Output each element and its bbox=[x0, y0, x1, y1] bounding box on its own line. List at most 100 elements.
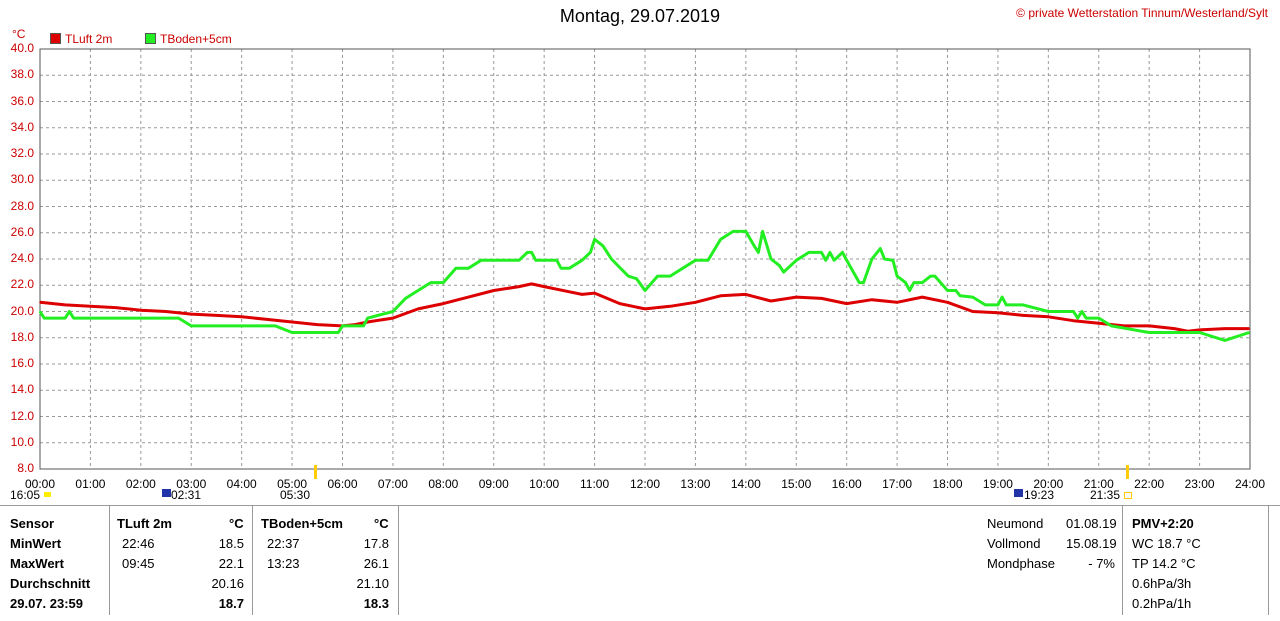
stats-cell: 17.8 bbox=[363, 536, 389, 551]
data-point-tluft bbox=[1047, 315, 1050, 318]
data-point-tboden bbox=[543, 259, 545, 262]
data-point-tboden bbox=[1076, 317, 1079, 319]
x-tick-label: 09:00 bbox=[478, 477, 509, 491]
x-tick-label: 05:00 bbox=[277, 477, 308, 491]
data-point-tboden bbox=[879, 247, 882, 250]
data-point-tluft bbox=[1022, 314, 1024, 317]
data-point-tboden bbox=[682, 267, 684, 269]
legend-label-luft: TLuft 2m bbox=[65, 32, 113, 46]
data-point-tboden bbox=[177, 317, 180, 319]
stats-header-sensor: Sensor bbox=[10, 516, 55, 531]
stats-cell: 18.5 bbox=[218, 536, 244, 551]
pmv-value: PMV+2:20 bbox=[1132, 516, 1194, 531]
data-point-tboden bbox=[534, 259, 537, 262]
data-point-tluft bbox=[896, 301, 898, 304]
x-tick-label: 06:00 bbox=[327, 477, 358, 491]
y-tick-label: 36.0 bbox=[10, 93, 34, 108]
y-tick-label: 8.0 bbox=[17, 461, 34, 475]
stats-cell: 22:46 bbox=[122, 536, 155, 551]
data-point-tboden bbox=[589, 251, 592, 254]
y-tick-label: 22.0 bbox=[10, 277, 34, 292]
data-point-tluft bbox=[845, 302, 848, 305]
data-point-tboden bbox=[984, 304, 987, 306]
data-point-tboden bbox=[871, 258, 873, 260]
data-point-tboden bbox=[190, 325, 193, 327]
data-point-tboden bbox=[555, 259, 558, 262]
data-point-tluft bbox=[1198, 329, 1201, 331]
data-point-tboden bbox=[89, 317, 92, 319]
data-point-tboden bbox=[782, 271, 785, 273]
x-tick-label: 00:00 bbox=[24, 477, 56, 491]
data-point-tluft bbox=[1097, 322, 1100, 325]
data-point-tluft bbox=[719, 294, 722, 297]
sunset-marker-icon bbox=[1126, 465, 1129, 479]
data-point-tboden bbox=[593, 238, 596, 241]
pressure-trend-1h: 0.2hPa/1h bbox=[1132, 596, 1192, 611]
data-point-tboden bbox=[467, 267, 470, 269]
data-point-tluft bbox=[946, 301, 949, 304]
data-point-tluft bbox=[795, 296, 798, 298]
data-point-tluft bbox=[618, 302, 621, 305]
data-point-tboden bbox=[1085, 317, 1087, 319]
data-point-tboden bbox=[43, 317, 46, 319]
data-point-tluft bbox=[1148, 325, 1150, 327]
x-tick-label: 13:00 bbox=[680, 477, 711, 491]
x-tick-label: 16:00 bbox=[831, 477, 862, 491]
dewpoint-value: TP 14.2 °C bbox=[1132, 556, 1196, 571]
data-point-tboden bbox=[997, 304, 999, 306]
data-point-tboden bbox=[955, 289, 957, 292]
data-point-tboden bbox=[1223, 339, 1226, 342]
x-tick-label: 04:00 bbox=[226, 477, 257, 491]
y-tick-label: 14.0 bbox=[10, 382, 34, 397]
y-axis-unit: °C bbox=[12, 27, 26, 41]
data-point-tboden bbox=[719, 238, 722, 241]
data-point-tluft bbox=[89, 305, 92, 308]
stats-cell: 26.1 bbox=[363, 556, 389, 571]
data-point-tboden bbox=[1001, 296, 1003, 298]
sun-marker-icon bbox=[44, 492, 51, 497]
event-time-3: 05:30 bbox=[280, 488, 311, 502]
table-top-border bbox=[0, 505, 1280, 506]
x-tick-label: 15:00 bbox=[781, 477, 812, 491]
data-point-tluft bbox=[1072, 319, 1075, 322]
stats-cell: 20.16 bbox=[211, 576, 244, 591]
data-point-tluft bbox=[921, 296, 924, 298]
data-point-tluft bbox=[770, 300, 772, 302]
data-point-tboden bbox=[480, 259, 482, 262]
data-point-tluft bbox=[442, 302, 445, 305]
chart-title: Montag, 29.07.2019 bbox=[559, 6, 721, 26]
moonset-icon bbox=[1014, 489, 1023, 497]
data-point-tboden bbox=[64, 317, 67, 319]
stats-cell: 18.3 bbox=[363, 596, 389, 611]
data-point-tluft bbox=[1123, 325, 1125, 327]
data-point-tboden bbox=[770, 258, 772, 260]
x-tick-label: 10:00 bbox=[529, 477, 560, 491]
y-tick-label: 18.0 bbox=[10, 329, 34, 344]
data-point-tboden bbox=[291, 331, 293, 334]
data-point-tboden bbox=[707, 259, 709, 262]
data-point-tboden bbox=[757, 251, 760, 254]
data-point-tboden bbox=[845, 259, 848, 262]
x-tick-label: 14:00 bbox=[730, 477, 761, 491]
data-point-tboden bbox=[1022, 304, 1024, 306]
data-point-tboden bbox=[778, 264, 781, 267]
x-tick-label: 12:00 bbox=[629, 477, 661, 491]
data-point-tboden bbox=[946, 289, 949, 292]
data-point-tluft bbox=[669, 305, 672, 308]
data-point-tluft bbox=[392, 317, 394, 319]
data-point-tluft bbox=[871, 298, 873, 301]
x-tick-label: 22:00 bbox=[1134, 477, 1165, 491]
y-tick-label: 26.0 bbox=[10, 224, 34, 239]
windchill-value: WC 18.7 °C bbox=[1132, 536, 1201, 551]
stats-header-unit-luft: °C bbox=[229, 516, 244, 531]
x-tick-label: 19:00 bbox=[982, 477, 1013, 491]
table-divider bbox=[252, 505, 253, 615]
y-tick-label: 38.0 bbox=[10, 67, 34, 82]
data-point-tboden bbox=[862, 281, 865, 284]
data-point-tboden bbox=[68, 310, 71, 313]
moon-value: 01.08.19 bbox=[1066, 516, 1117, 531]
data-point-tluft bbox=[467, 296, 470, 298]
data-point-tboden bbox=[568, 267, 571, 269]
plot-frame bbox=[39, 48, 1251, 470]
data-point-tluft bbox=[593, 292, 596, 294]
